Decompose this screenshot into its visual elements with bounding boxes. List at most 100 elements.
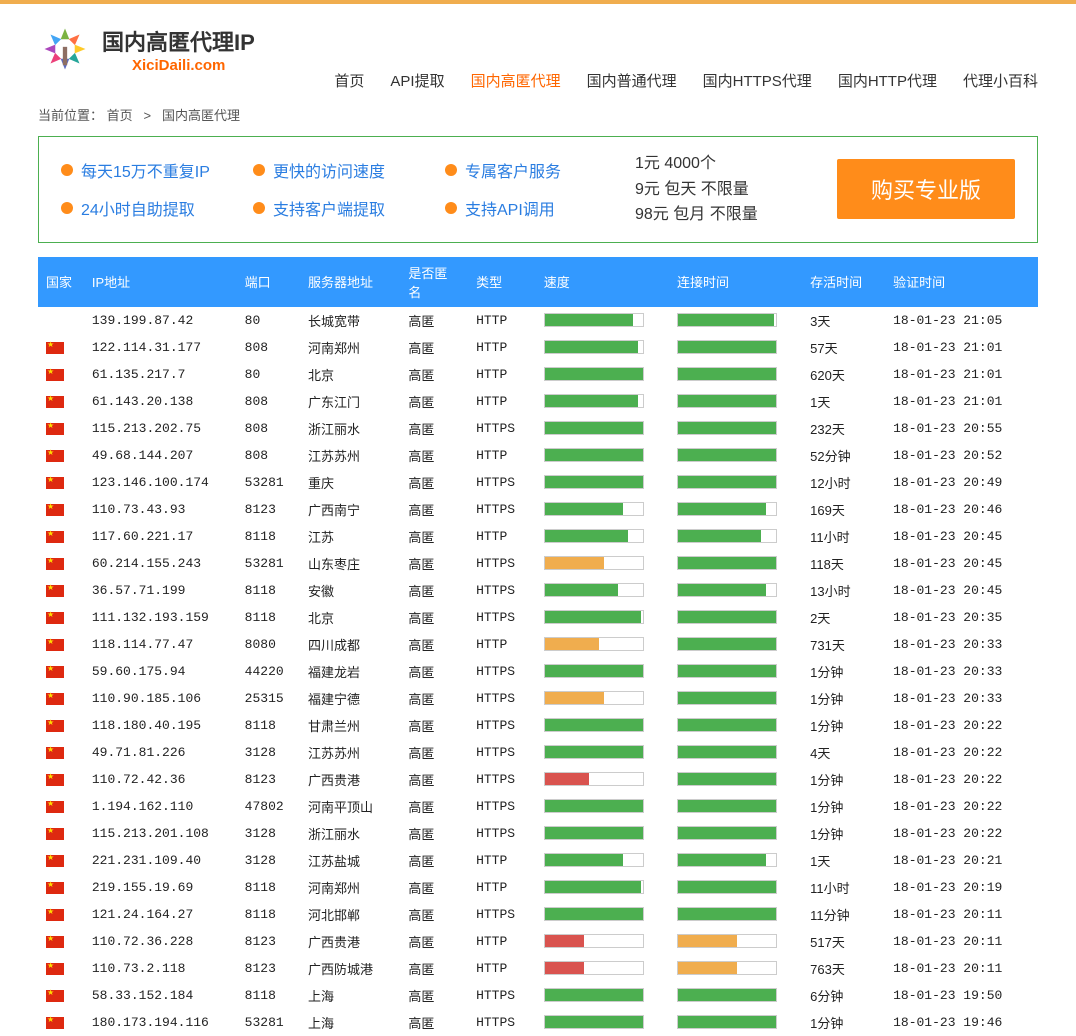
cell-anonymity: 高匿 [400, 874, 468, 901]
cell-conn [669, 820, 802, 847]
cell-anonymity: 高匿 [400, 307, 468, 334]
conn-bar [677, 880, 777, 894]
breadcrumb-home[interactable]: 首页 [107, 108, 133, 123]
speed-bar-fill [545, 800, 643, 812]
buy-button[interactable]: 购买专业版 [837, 159, 1015, 219]
china-flag-icon [46, 774, 64, 786]
cell-conn [669, 334, 802, 361]
column-header-0[interactable]: 国家 [38, 257, 84, 307]
promo-feature-2: 专属客户服务 [445, 158, 625, 182]
conn-bar-fill [678, 476, 776, 488]
cell-verify: 18-01-23 20:33 [885, 685, 1038, 712]
column-header-6[interactable]: 速度 [536, 257, 669, 307]
table-row: 59.60.175.9444220福建龙岩高匿HTTPS1分钟18-01-23 … [38, 658, 1038, 685]
conn-bar-fill [678, 1016, 776, 1028]
cell-speed [536, 793, 669, 820]
cell-speed [536, 604, 669, 631]
cell-location: 重庆 [300, 469, 400, 496]
cell-location: 河北邯郸 [300, 901, 400, 928]
conn-bar-fill [678, 800, 776, 812]
column-header-9[interactable]: 验证时间 [885, 257, 1038, 307]
conn-bar-fill [678, 692, 776, 704]
cell-anonymity: 高匿 [400, 847, 468, 874]
bullet-icon [253, 164, 265, 176]
nav-link-6[interactable]: 代理小百科 [963, 70, 1038, 91]
cell-port: 8123 [237, 955, 300, 982]
conn-bar-fill [678, 395, 776, 407]
nav-link-2[interactable]: 国内高匿代理 [471, 70, 561, 91]
cell-speed [536, 415, 669, 442]
table-row: 110.72.42.368123广西贵港高匿HTTPS1分钟18-01-23 2… [38, 766, 1038, 793]
conn-bar [677, 583, 777, 597]
table-row: 61.143.20.138808广东江门高匿HTTP1天18-01-23 21:… [38, 388, 1038, 415]
cell-alive: 4天 [802, 739, 885, 766]
cell-conn [669, 415, 802, 442]
cell-ip: 59.60.175.94 [84, 658, 237, 685]
speed-bar [544, 556, 644, 570]
speed-bar-fill [545, 449, 643, 461]
cell-country [38, 442, 84, 469]
table-row: 110.72.36.2288123广西贵港高匿HTTP517天18-01-23 … [38, 928, 1038, 955]
nav-link-1[interactable]: API提取 [390, 70, 444, 91]
column-header-7[interactable]: 连接时间 [669, 257, 802, 307]
nav-link-0[interactable]: 首页 [334, 70, 364, 91]
conn-bar [677, 475, 777, 489]
column-header-3[interactable]: 服务器地址 [300, 257, 400, 307]
conn-bar-fill [678, 746, 776, 758]
cell-country [38, 928, 84, 955]
speed-bar-fill [545, 989, 643, 1001]
china-flag-icon [46, 423, 64, 435]
cell-speed [536, 712, 669, 739]
cell-conn [669, 577, 802, 604]
cell-alive: 1分钟 [802, 685, 885, 712]
bullet-icon [253, 202, 265, 214]
cell-anonymity: 高匿 [400, 1009, 468, 1036]
cell-country [38, 388, 84, 415]
conn-bar [677, 637, 777, 651]
column-header-8[interactable]: 存活时间 [802, 257, 885, 307]
header: 国内高匿代理IP XiciDaili.com 首页API提取国内高匿代理国内普通… [38, 4, 1038, 91]
column-header-1[interactable]: IP地址 [84, 257, 237, 307]
cell-conn [669, 847, 802, 874]
nav-link-4[interactable]: 国内HTTPS代理 [703, 70, 812, 91]
cell-location: 浙江丽水 [300, 820, 400, 847]
table-row: 118.180.40.1958118甘肃兰州高匿HTTPS1分钟18-01-23… [38, 712, 1038, 739]
speed-bar-fill [545, 692, 604, 704]
nav-link-3[interactable]: 国内普通代理 [587, 70, 677, 91]
cell-port: 8123 [237, 766, 300, 793]
table-row: 49.68.144.207808江苏苏州高匿HTTP52分钟18-01-23 2… [38, 442, 1038, 469]
cell-conn [669, 442, 802, 469]
site-title: 国内高匿代理IP [102, 25, 255, 57]
column-header-2[interactable]: 端口 [237, 257, 300, 307]
speed-bar-fill [545, 773, 589, 785]
promo-feature-5: 支持API调用 [445, 196, 625, 220]
table-row: 123.146.100.17453281重庆高匿HTTPS12小时18-01-2… [38, 469, 1038, 496]
cell-anonymity: 高匿 [400, 712, 468, 739]
cell-country [38, 307, 84, 334]
cell-location: 上海 [300, 1009, 400, 1036]
column-header-5[interactable]: 类型 [468, 257, 536, 307]
china-flag-icon [46, 1017, 64, 1029]
promo-feature-label: 支持API调用 [465, 196, 555, 220]
cell-alive: 1天 [802, 847, 885, 874]
column-header-4[interactable]: 是否匿名 [400, 257, 468, 307]
nav-link-5[interactable]: 国内HTTP代理 [838, 70, 937, 91]
speed-bar [544, 313, 644, 327]
promo-feature-label: 支持客户端提取 [273, 196, 385, 220]
speed-bar [544, 772, 644, 786]
cell-location: 江苏 [300, 523, 400, 550]
cell-port: 53281 [237, 550, 300, 577]
cell-type: HTTPS [468, 604, 536, 631]
cell-conn [669, 739, 802, 766]
cell-alive: 12小时 [802, 469, 885, 496]
cell-verify: 18-01-23 19:46 [885, 1009, 1038, 1036]
speed-bar [544, 799, 644, 813]
cell-anonymity: 高匿 [400, 496, 468, 523]
cell-alive: 118天 [802, 550, 885, 577]
cell-verify: 18-01-23 20:52 [885, 442, 1038, 469]
cell-speed [536, 550, 669, 577]
speed-bar [544, 691, 644, 705]
breadcrumb-sep: > [136, 108, 158, 123]
promo-feature-0: 每天15万不重复IP [61, 158, 241, 182]
cell-speed [536, 847, 669, 874]
